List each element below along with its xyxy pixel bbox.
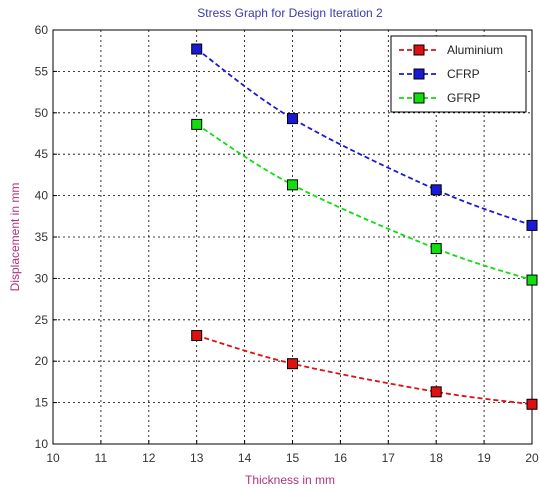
x-tick-label: 12 (142, 451, 156, 465)
data-point-cfrp (526, 219, 538, 231)
data-point-aluminium (526, 398, 538, 410)
series-line-aluminium (196, 334, 533, 406)
x-tick-label: 15 (286, 451, 300, 465)
x-axis-label: Thickness in mm (245, 473, 335, 487)
series-aluminium (191, 330, 538, 410)
y-tick-label: 40 (35, 189, 49, 203)
data-point-gfrp (430, 243, 442, 255)
x-tick-label: 19 (477, 451, 491, 465)
legend-item-aluminium: Aluminium (399, 43, 503, 57)
legend-item-gfrp: GFRP (399, 91, 480, 105)
legend-swatch-marker (413, 44, 425, 56)
data-point-gfrp (287, 179, 298, 191)
series-line-gfrp (196, 123, 533, 281)
y-tick-label: 55 (35, 64, 49, 78)
data-point-gfrp (191, 118, 203, 130)
data-point-gfrp (526, 274, 538, 286)
data-point-aluminium (430, 386, 442, 398)
series-line-cfrp (196, 48, 533, 227)
chart-title: Stress Graph for Design Iteration 2 (197, 6, 383, 20)
x-tick-label: 16 (334, 451, 348, 465)
x-tick-label: 17 (382, 451, 396, 465)
axis-ticks: 10 11 12 13 14 15 16 17 18 19 20 10 15 20 25 30 35 40 45 50… (35, 23, 539, 465)
x-tick-label: 11 (95, 451, 108, 465)
data-point-cfrp (191, 43, 203, 55)
data-point-cfrp (430, 184, 442, 196)
y-tick-label: 35 (35, 230, 49, 244)
y-tick-label: 45 (35, 147, 49, 161)
legend-swatch-marker (413, 92, 425, 104)
y-tick-label: 10 (35, 437, 49, 451)
y-tick-label: 15 (35, 396, 49, 410)
x-tick-label: 20 (525, 451, 539, 465)
legend-swatch-marker (413, 68, 425, 80)
legend-label: Aluminium (447, 43, 503, 57)
y-tick-label: 60 (35, 23, 49, 37)
series-cfrp (191, 43, 538, 231)
data-point-cfrp (287, 113, 298, 125)
x-tick-label: 14 (238, 451, 252, 465)
legend-label: GFRP (447, 91, 480, 105)
data-point-aluminium (191, 330, 203, 342)
y-tick-label: 30 (35, 271, 49, 285)
y-axis-label: Displacement in mm (8, 183, 22, 292)
grid (53, 30, 532, 444)
y-tick-label: 50 (35, 106, 49, 120)
x-tick-label: 18 (430, 451, 444, 465)
x-tick-label: 10 (46, 451, 60, 465)
series-layer (191, 43, 538, 410)
series-gfrp (191, 118, 538, 286)
x-tick-label: 13 (190, 451, 204, 465)
y-tick-label: 20 (35, 354, 49, 368)
data-point-aluminium (287, 358, 298, 370)
legend-label: CFRP (447, 67, 480, 81)
legend-item-cfrp: CFRP (399, 67, 480, 81)
y-tick-label: 25 (35, 313, 49, 327)
legend: Aluminium CFRP GFRP (390, 35, 527, 113)
